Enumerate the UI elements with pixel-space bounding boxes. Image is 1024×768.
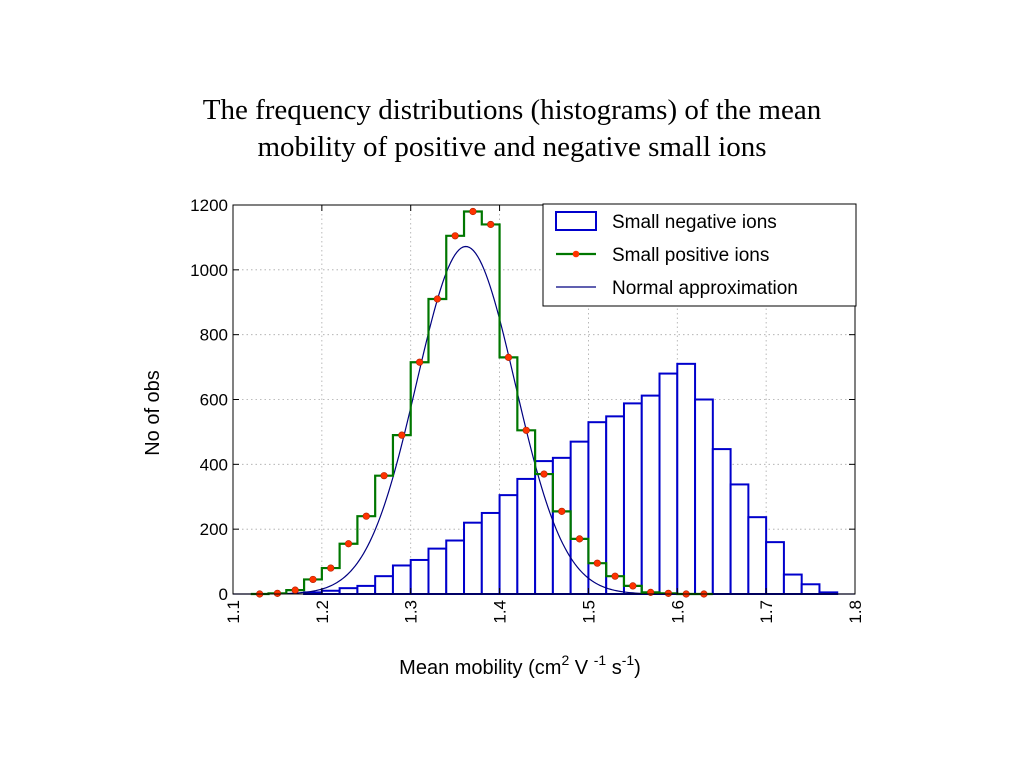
histogram-bar — [516, 477, 537, 596]
histogram-bar — [729, 483, 750, 596]
histogram-bar — [694, 398, 714, 595]
positive-ions-marker — [593, 559, 601, 567]
x-axis-label-prefix: Mean mobility (cm — [399, 657, 561, 679]
x-axis-label: Mean mobility (cm2 V -1 s-1) — [399, 652, 641, 679]
legend-label-normal: Normal approximation — [612, 278, 798, 299]
histogram-bar — [800, 583, 821, 596]
positive-ions-marker — [664, 589, 673, 597]
positive-ions-marker — [469, 207, 477, 216]
histogram-bar — [480, 511, 501, 595]
axis-ticks: 0 200 400 600 800 1000 1200 1.1 1.2 1.3 1.4 1.5 1.6 1… — [190, 196, 865, 624]
histogram-bar — [498, 494, 519, 596]
positive-ions-marker — [575, 535, 584, 543]
histogram-bar — [587, 421, 608, 596]
negative-ions-histogram — [303, 362, 839, 596]
histogram-bar — [676, 362, 697, 596]
histogram-bar — [374, 575, 394, 596]
positive-ions-marker — [398, 431, 406, 439]
histogram-bar — [658, 372, 679, 596]
legend-label-positive: Small positive ions — [612, 245, 769, 266]
legend-marker-positive — [572, 250, 580, 258]
x-tick-label: 1.4 — [491, 600, 510, 624]
histogram-bar — [622, 402, 643, 596]
positive-ions-marker — [540, 470, 548, 478]
x-tick-label: 1.1 — [224, 600, 243, 624]
x-tick-label: 1.8 — [846, 600, 865, 624]
histogram-bar — [338, 587, 359, 595]
y-axis-label: No of obs — [142, 370, 164, 456]
positive-ions-marker — [611, 572, 619, 580]
positive-ions-marker — [487, 220, 495, 229]
positive-ions-marker — [416, 358, 424, 366]
positive-ions-marker — [362, 512, 370, 520]
positive-ions-marker — [327, 564, 335, 572]
x-tick-label: 1.5 — [579, 600, 598, 624]
histogram-bar — [391, 564, 412, 595]
histogram-bar — [463, 521, 483, 596]
x-tick-label: 1.2 — [313, 600, 332, 624]
positive-ions-marker — [273, 589, 282, 597]
histogram-bar — [409, 558, 430, 596]
y-tick-label: 200 — [200, 520, 228, 539]
positive-ions-marker — [647, 588, 655, 596]
legend-label-negative: Small negative ions — [612, 212, 777, 233]
positive-ions-marker — [291, 586, 299, 594]
x-tick-label: 1.7 — [757, 600, 776, 624]
histogram-bar — [427, 547, 448, 595]
y-tick-label: 0 — [219, 585, 228, 604]
x-tick-label: 1.3 — [402, 600, 421, 624]
legend-swatch-negative — [555, 211, 597, 231]
positive-ions-marker — [380, 472, 388, 480]
histogram-bar — [551, 456, 572, 595]
positive-ions-marker — [309, 575, 317, 584]
positive-ions-marker — [629, 582, 637, 590]
positive-ions-marker — [504, 353, 513, 361]
positive-ions-marker — [522, 426, 530, 434]
y-tick-label: 400 — [200, 455, 228, 474]
histogram-bar — [747, 516, 768, 595]
positive-ions-marker — [433, 295, 441, 303]
histogram-bar — [765, 541, 785, 596]
chart-title-line-1: The frequency distributions (histograms)… — [202, 94, 822, 126]
chart-title-line-2: mobility of positive and negative small … — [257, 131, 767, 163]
histogram-bar — [569, 440, 590, 595]
histogram-bar — [711, 448, 732, 595]
histogram-bar — [640, 394, 661, 595]
y-tick-label: 1200 — [190, 196, 228, 215]
positive-ions-marker — [558, 507, 566, 515]
y-tick-label: 800 — [200, 326, 228, 345]
histogram-bar — [605, 415, 625, 595]
positive-ions-marker — [451, 232, 459, 240]
histogram-bar — [356, 584, 377, 595]
legend: Small negative ions Small positive ions No… — [542, 203, 857, 307]
x-tick-label: 1.6 — [668, 600, 687, 624]
y-tick-label: 600 — [200, 391, 228, 410]
chart-title: The frequency distributions (histograms)… — [0, 92, 1024, 166]
histogram-bar — [534, 460, 554, 596]
histogram-bar — [445, 539, 466, 596]
y-tick-label: 1000 — [190, 261, 228, 280]
histogram-bar — [782, 573, 803, 595]
positive-ions-marker — [344, 540, 353, 548]
x-axis-label-sup: 2 — [561, 652, 569, 668]
